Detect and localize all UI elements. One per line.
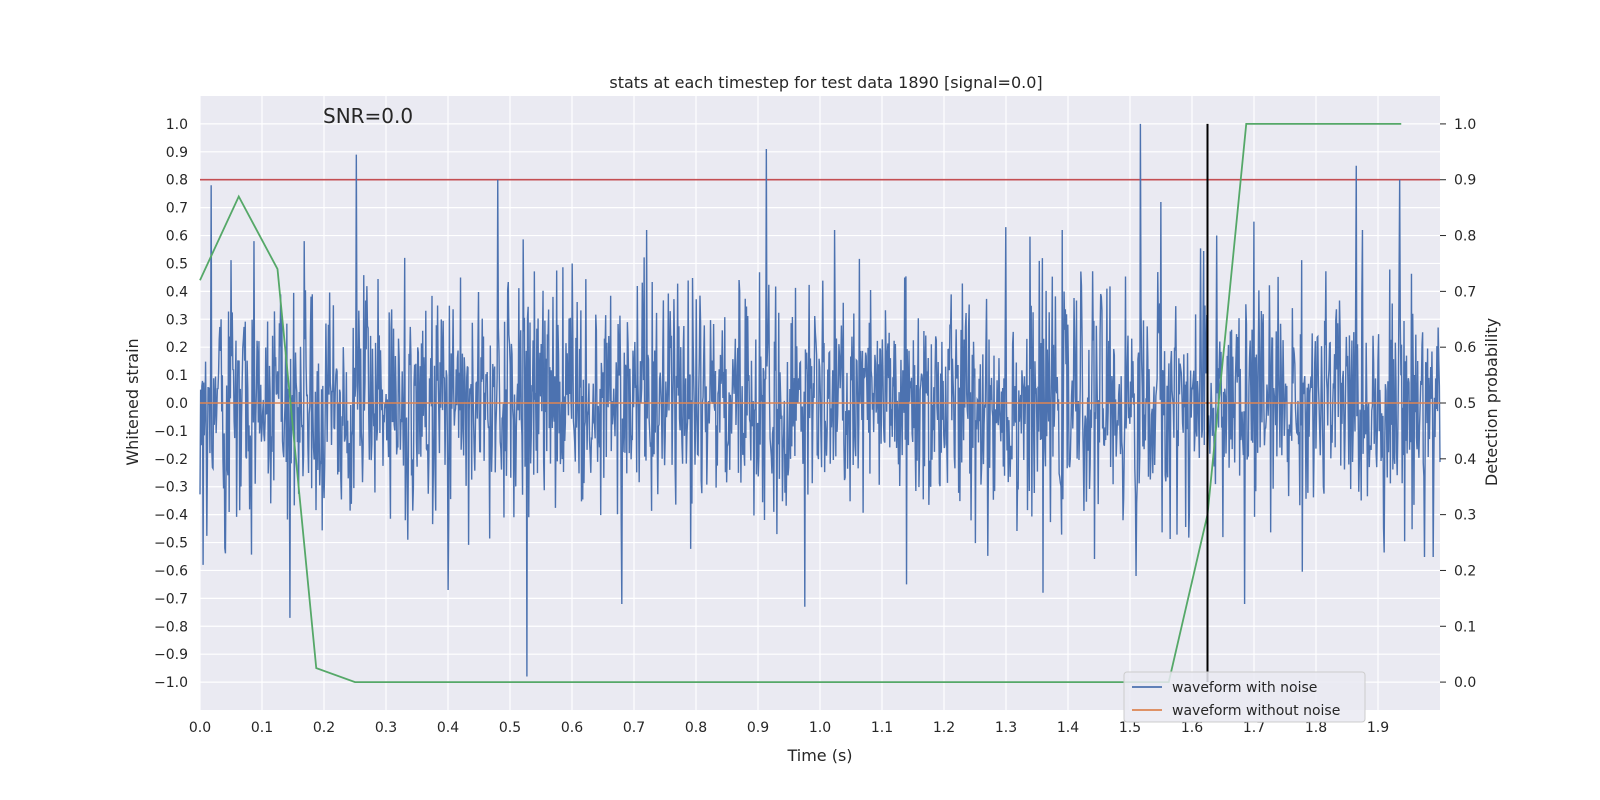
- y2-tick-label: 0.6: [1454, 340, 1476, 356]
- y-tick-label: 1.0: [166, 117, 188, 133]
- series-waveform-with-noise: [199, 123, 1441, 677]
- y-tick-label: 0.1: [166, 368, 188, 384]
- y2-tick-label: 0.0: [1454, 675, 1476, 691]
- y-tick-label: 0.8: [166, 173, 188, 189]
- x-tick-label: 0.0: [189, 720, 211, 736]
- y2-tick-label: 1.0: [1454, 117, 1476, 133]
- x-tick-label: 1.0: [809, 720, 831, 736]
- legend: waveform with noise waveform without nois…: [1123, 671, 1366, 723]
- y2-tick-label: 0.4: [1454, 452, 1476, 468]
- y-tick-label: 0.2: [166, 340, 188, 356]
- y2-axis: 0.0 0.1 0.2 0.3 0.4 0.5 0.6 0.7 0.8 0.9 1.0: [1440, 117, 1476, 691]
- x-axis-label: Time (s): [786, 746, 852, 765]
- y-tick-label: −1.0: [154, 675, 188, 691]
- y2-axis-label: Detection probability: [1482, 318, 1501, 486]
- x-tick-label: 1.9: [1367, 720, 1389, 736]
- y-tick-label: 0.6: [166, 229, 188, 245]
- x-tick-label: 0.3: [375, 720, 397, 736]
- y-tick-label: −0.7: [154, 591, 188, 607]
- y-tick-label: 0.0: [166, 396, 188, 412]
- y2-tick-label: 0.3: [1454, 508, 1476, 524]
- x-tick-label: 1.6: [1181, 720, 1203, 736]
- x-tick-label: 0.5: [499, 720, 521, 736]
- x-tick-label: 0.7: [623, 720, 645, 736]
- y-tick-label: −0.4: [154, 508, 188, 524]
- x-tick-label: 0.9: [747, 720, 769, 736]
- y2-tick-label: 0.8: [1454, 229, 1476, 245]
- y2-tick-label: 0.9: [1454, 173, 1476, 189]
- x-tick-label: 1.1: [871, 720, 893, 736]
- y-tick-label: 0.4: [166, 284, 188, 300]
- y-tick-label: 0.5: [166, 256, 188, 272]
- y-tick-label: −0.6: [154, 563, 188, 579]
- x-tick-label: 1.4: [1057, 720, 1079, 736]
- legend-entry: waveform without noise: [1172, 703, 1340, 719]
- snr-annotation: SNR=0.0: [323, 104, 413, 128]
- legend-box: [1123, 671, 1366, 723]
- x-tick-label: 1.2: [933, 720, 955, 736]
- y-tick-label: 0.7: [166, 201, 188, 217]
- x-tick-label: 0.2: [313, 720, 335, 736]
- y2-tick-label: 0.2: [1454, 563, 1476, 579]
- y-tick-label: 0.9: [166, 145, 188, 161]
- y2-tick-label: 0.5: [1454, 396, 1476, 412]
- y-tick-label: 0.3: [166, 312, 188, 328]
- y2-tick-label: 0.1: [1454, 619, 1476, 635]
- x-tick-label: 0.1: [251, 720, 273, 736]
- x-tick-label: 1.8: [1305, 720, 1327, 736]
- y2-tick-label: 0.7: [1454, 284, 1476, 300]
- y-axis-label: Whitened strain: [123, 338, 142, 465]
- x-tick-label: 1.7: [1243, 720, 1265, 736]
- y-tick-label: −0.5: [154, 536, 188, 552]
- x-tick-label: 0.8: [685, 720, 707, 736]
- y-tick-label: −0.2: [154, 452, 188, 468]
- x-axis: 0.0 0.1 0.2 0.3 0.4 0.5 0.6 0.7 0.8 0.9 1.0 1.1 1.2 1…: [189, 720, 1389, 736]
- y-tick-label: −0.3: [154, 480, 188, 496]
- x-tick-label: 1.3: [995, 720, 1017, 736]
- chart-title: stats at each timestep for test data 189…: [609, 73, 1042, 92]
- y-tick-label: −0.1: [154, 424, 188, 440]
- y-axis: −1.0 −0.9 −0.8 −0.7 −0.6 −0.5 −0.4 −0.3 −0.2 −0.1…: [154, 117, 188, 691]
- x-tick-label: 0.4: [437, 720, 459, 736]
- x-tick-label: 0.6: [561, 720, 583, 736]
- legend-entry: waveform with noise: [1172, 680, 1317, 696]
- x-tick-label: 1.5: [1119, 720, 1141, 736]
- y-tick-label: −0.9: [154, 647, 188, 663]
- y-tick-label: −0.8: [154, 619, 188, 635]
